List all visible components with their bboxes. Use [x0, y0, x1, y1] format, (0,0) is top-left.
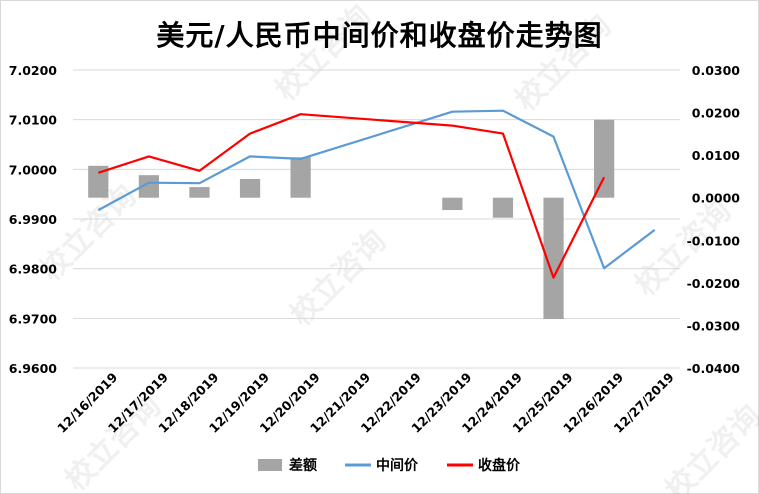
left-tick-label: 6.9600 [9, 361, 58, 376]
right-tick-label: 0.0300 [692, 63, 741, 78]
legend-label: 收盘价 [478, 457, 521, 474]
right-tick-label: 0.0000 [692, 191, 741, 206]
bar-difference [189, 187, 210, 198]
bar-series [88, 119, 615, 320]
left-tick-label: 7.0000 [9, 162, 58, 177]
bar-difference [138, 175, 159, 198]
left-tick-label: 6.9800 [9, 262, 58, 277]
legend-label: 差额 [289, 457, 317, 474]
legend-swatch-bar [258, 459, 282, 471]
right-tick-label: 0.0100 [692, 148, 741, 163]
right-tick-label: -0.0100 [687, 233, 741, 248]
bar-difference [492, 197, 514, 218]
right-tick-label: -0.0400 [687, 361, 741, 376]
watermark-text: 校立咨询 [283, 223, 393, 333]
bar-difference [290, 157, 311, 198]
right-tick-label: -0.0300 [687, 318, 741, 333]
chart-title: 美元/人民币中间价和收盘价走势图 [156, 19, 603, 52]
left-tick-label: 6.9900 [9, 212, 58, 227]
line-closing-price [97, 113, 606, 279]
watermark-text: 校立咨询 [268, 0, 378, 108]
bar-difference [88, 165, 109, 198]
legend: 差额 中间价 收盘价 [258, 457, 521, 474]
grid-lines [73, 69, 680, 369]
right-tick-label: -0.0200 [687, 276, 741, 291]
legend-label: 中间价 [376, 457, 419, 474]
bar-difference [543, 197, 564, 320]
bar-difference [239, 178, 261, 198]
bar-difference [594, 119, 615, 198]
watermark-text: 校立咨询 [658, 398, 759, 494]
left-tick-label: 6.9700 [9, 311, 58, 326]
left-tick-label: 7.0100 [9, 113, 58, 128]
bar-difference [442, 197, 463, 211]
right-tick-label: 0.0200 [692, 106, 741, 121]
watermark-text: 校立咨询 [508, 8, 618, 118]
left-tick-label: 7.0200 [9, 63, 58, 78]
line-central-parity [97, 109, 656, 270]
right-axis-ticks: 0.0300 0.0200 0.0100 0.0000 -0.0100 -0.0200 -0… [687, 63, 741, 376]
left-axis-ticks: 7.0200 7.0100 7.0000 6.9900 6.9800 6.9700 6.96… [9, 63, 58, 376]
line-series [97, 109, 656, 279]
